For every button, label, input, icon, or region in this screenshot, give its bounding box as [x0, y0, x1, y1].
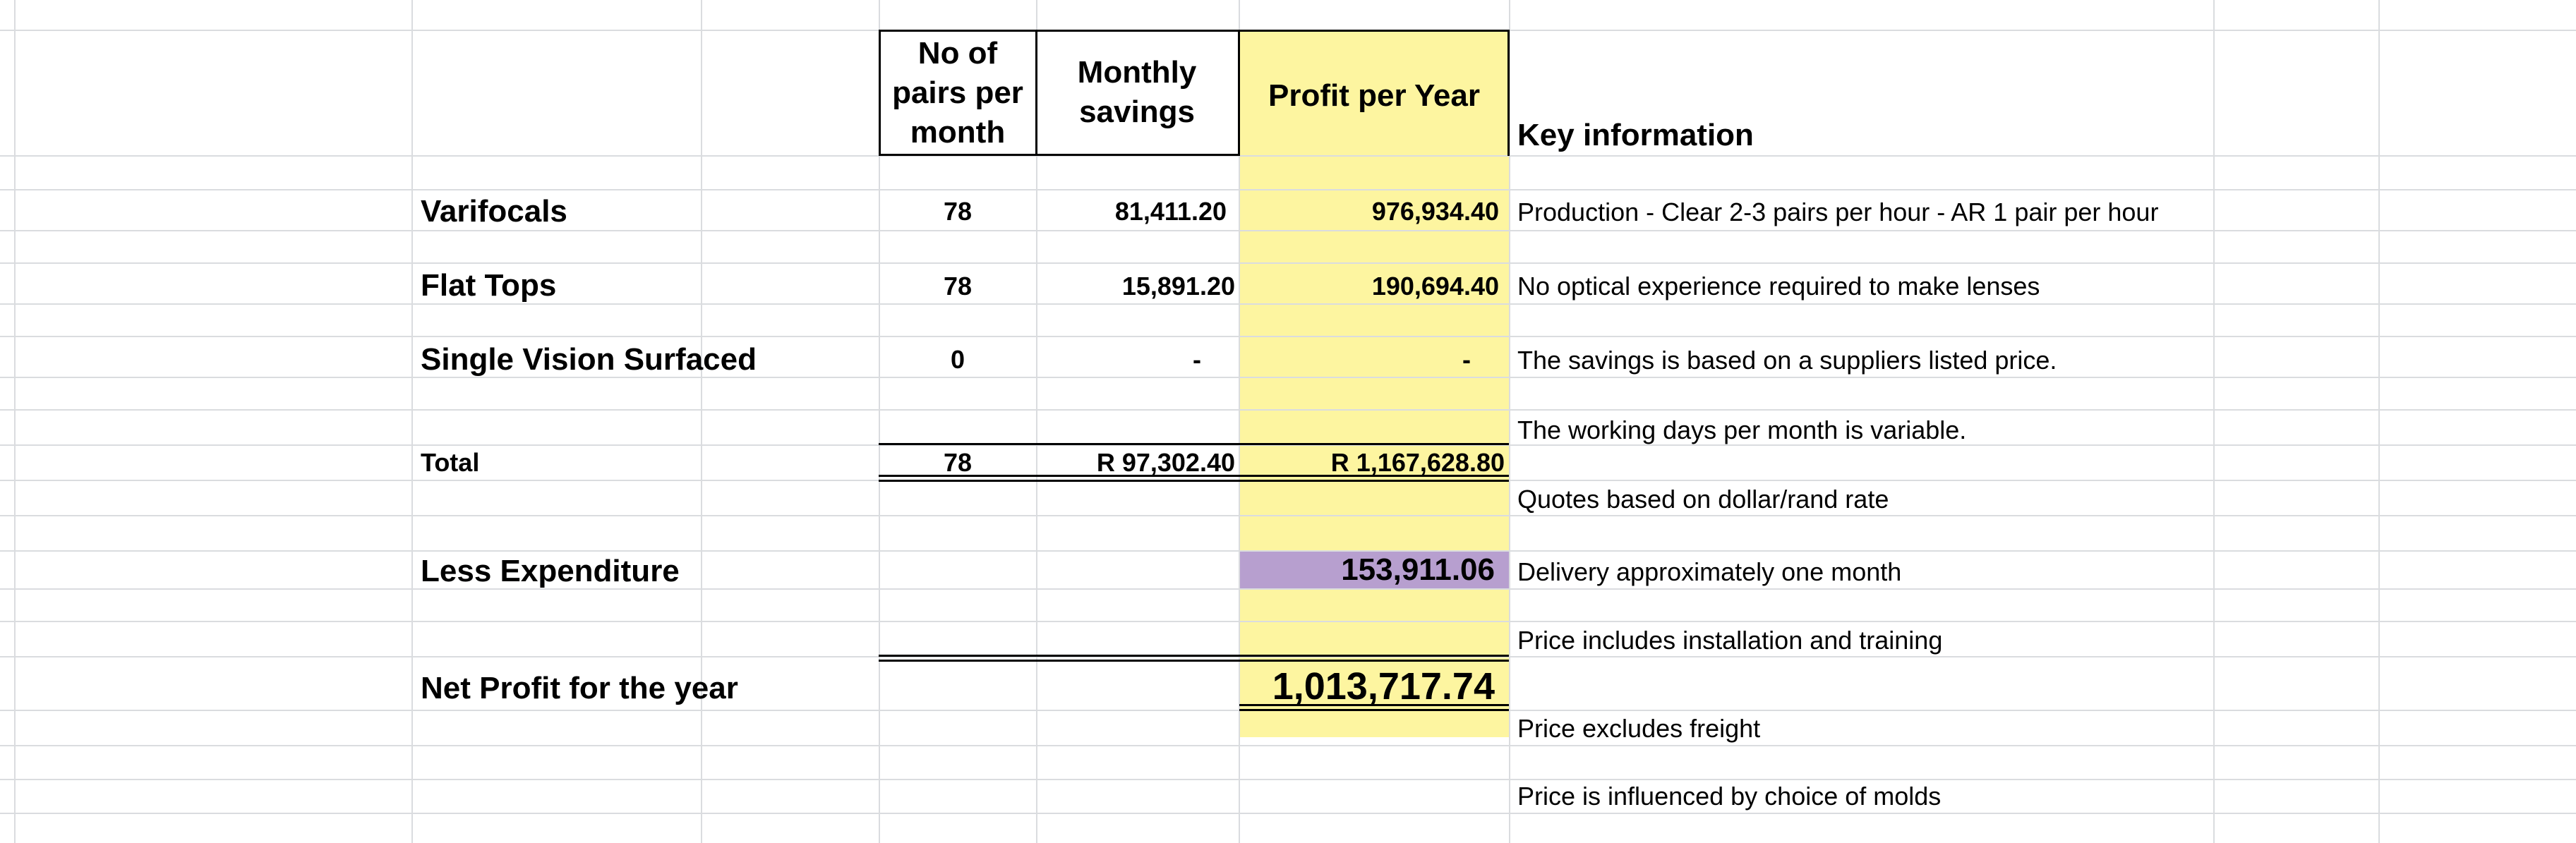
key-info-item: The working days per month is variable.: [1517, 416, 1967, 444]
key-info-item: No optical experience required to make l…: [1517, 272, 2040, 301]
row-label-single-vision: Single Vision Surfaced: [421, 342, 757, 377]
cell-savings-total[interactable]: R 97,302.40: [1096, 448, 1235, 477]
cell-pairs-flat-tops[interactable]: 78: [943, 272, 973, 301]
cell-pairs-varifocals[interactable]: 78: [943, 197, 973, 226]
row-label-varifocals: Varifocals: [421, 194, 567, 229]
header-key-information: Key information: [1517, 118, 1754, 152]
key-info-item: Price excludes freight: [1517, 714, 1761, 743]
key-info-item: Production - Clear 2-3 pairs per hour - …: [1517, 198, 2159, 226]
expenditure-cell-highlight: [1239, 552, 1509, 588]
cell-profit-single-vision[interactable]: -: [1462, 345, 1471, 374]
header-profit-per-year: Profit per Year: [1268, 78, 1480, 113]
cell-profit-varifocals[interactable]: 976,934.40: [1371, 197, 1499, 226]
cell-expenditure-value[interactable]: 153,911.06: [1341, 552, 1495, 587]
cell-profit-total[interactable]: R 1,167,628.80: [1330, 448, 1505, 477]
cell-pairs-total[interactable]: 78: [943, 448, 973, 477]
key-info-item: Quotes based on dollar/rand rate: [1517, 485, 1889, 514]
cell-savings-flat-tops[interactable]: 15,891.20: [1121, 272, 1235, 301]
row-label-flat-tops: Flat Tops: [421, 268, 557, 303]
cell-net-profit-value[interactable]: 1,013,717.74: [1272, 665, 1495, 708]
key-info-item: Delivery approximately one month: [1517, 557, 1902, 586]
cell-savings-single-vision[interactable]: -: [1193, 345, 1201, 374]
row-label-total: Total: [421, 448, 480, 477]
cell-profit-flat-tops[interactable]: 190,694.40: [1371, 272, 1499, 301]
cell-savings-varifocals[interactable]: 81,411.20: [1114, 197, 1227, 226]
header-pairs-per-month: No of pairs per month: [892, 36, 1023, 150]
row-label-less-expenditure: Less Expenditure: [421, 554, 680, 588]
profit-column-highlight: [1239, 31, 1509, 737]
cell-pairs-single-vision[interactable]: 0: [950, 345, 965, 374]
key-info-item: Price includes installation and training: [1517, 626, 1943, 655]
header-monthly-savings: Monthly savings: [1077, 55, 1197, 129]
row-label-net-profit: Net Profit for the year: [421, 671, 738, 705]
key-info-item: The savings is based on a suppliers list…: [1517, 346, 2057, 375]
key-info-item: Price is influenced by choice of molds: [1517, 782, 1942, 811]
